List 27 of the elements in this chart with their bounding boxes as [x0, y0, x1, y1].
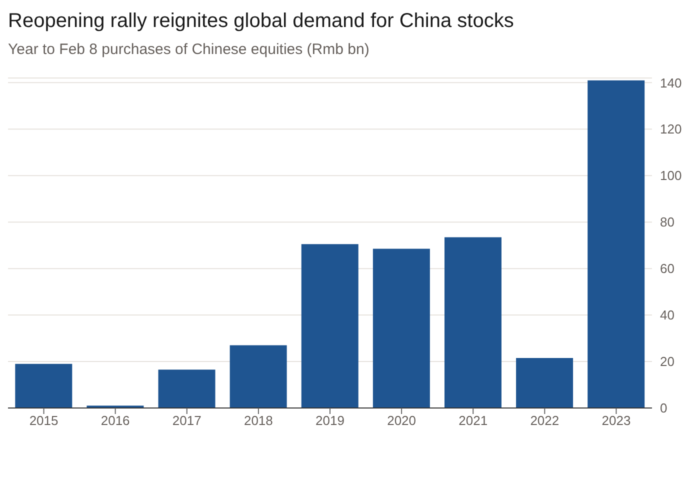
x-tick-label: 2022: [530, 413, 560, 428]
chart-subtitle: Year to Feb 8 purchases of Chinese equities (Rmb bn): [8, 41, 370, 58]
bar: [372, 248, 430, 408]
y-tick-label: 0: [660, 400, 668, 416]
chart-title: Reopening rally reignites global demand for China stocks: [8, 10, 515, 33]
x-tick-label: 2023: [602, 413, 631, 428]
bar: [588, 80, 645, 408]
y-tick-label: 120: [660, 122, 682, 137]
y-tick-label: 80: [660, 214, 674, 230]
y-tick-label: 40: [660, 308, 674, 323]
x-tick-label: 2020: [387, 413, 416, 428]
y-tick-label: 140: [660, 75, 682, 90]
x-tick-label: 2016: [100, 413, 130, 428]
y-tick-label: 100: [660, 168, 682, 184]
x-tick-label: 2019: [316, 413, 344, 428]
bar: [158, 370, 216, 408]
x-tick-label: 2015: [29, 413, 58, 428]
x-tick-label: 2018: [244, 413, 273, 428]
y-tick-label: 60: [660, 261, 674, 276]
y-tick-label: 20: [660, 354, 674, 370]
bar: [230, 345, 287, 408]
bar: [444, 237, 502, 408]
x-tick-label: 2017: [172, 413, 202, 428]
x-tick-label: 2021: [458, 413, 488, 428]
bar: [516, 358, 574, 408]
bar: [15, 364, 72, 408]
bar: [301, 244, 358, 408]
